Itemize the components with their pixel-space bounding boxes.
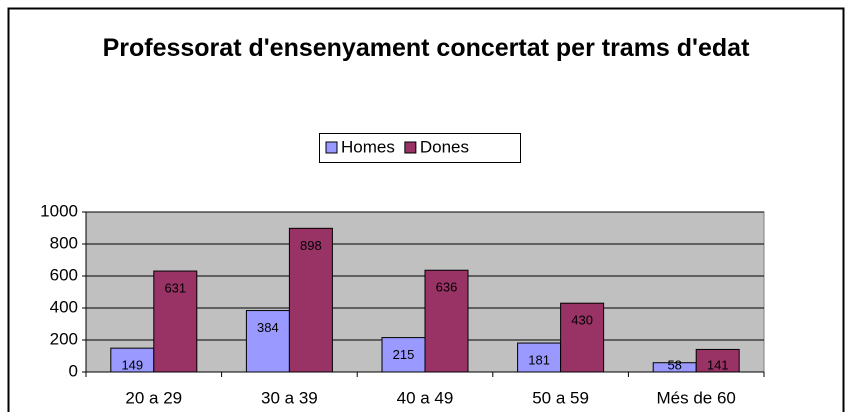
bar	[424, 269, 469, 373]
value-label: 636	[436, 280, 458, 295]
value-label: 215	[393, 347, 415, 362]
x-tick-label: Més de 60	[657, 388, 736, 407]
x-tick-label: 40 a 49	[397, 388, 454, 407]
y-tick-label: 0	[69, 361, 78, 380]
y-tick-label: 200	[50, 329, 78, 348]
y-tick-label: 600	[50, 265, 78, 284]
legend-label: Homes	[341, 137, 395, 156]
y-tick-label: 800	[50, 233, 78, 252]
value-label: 430	[571, 313, 593, 328]
y-tick-label: 400	[50, 297, 78, 316]
value-label: 141	[707, 357, 729, 372]
bar	[517, 342, 562, 373]
legend-swatch	[325, 141, 338, 154]
x-tick-label: 50 a 59	[532, 388, 589, 407]
bar	[381, 337, 426, 373]
value-label: 181	[528, 352, 550, 367]
value-label: 631	[164, 280, 186, 295]
x-tick-label: 20 a 29	[125, 388, 182, 407]
value-label: 149	[121, 357, 143, 372]
value-label: 898	[300, 238, 322, 253]
legend-box	[319, 133, 521, 163]
legend-label: Dones	[420, 137, 469, 156]
chart-title: Professorat d'ensenyament concertat per …	[102, 34, 750, 62]
bar	[288, 227, 333, 373]
x-tick-label: 30 a 39	[261, 388, 318, 407]
legend-swatch	[404, 141, 417, 154]
bar	[560, 302, 605, 373]
bar	[245, 310, 290, 373]
value-label: 384	[257, 320, 279, 335]
value-label: 58	[667, 357, 681, 372]
y-tick-label: 1000	[40, 201, 78, 220]
